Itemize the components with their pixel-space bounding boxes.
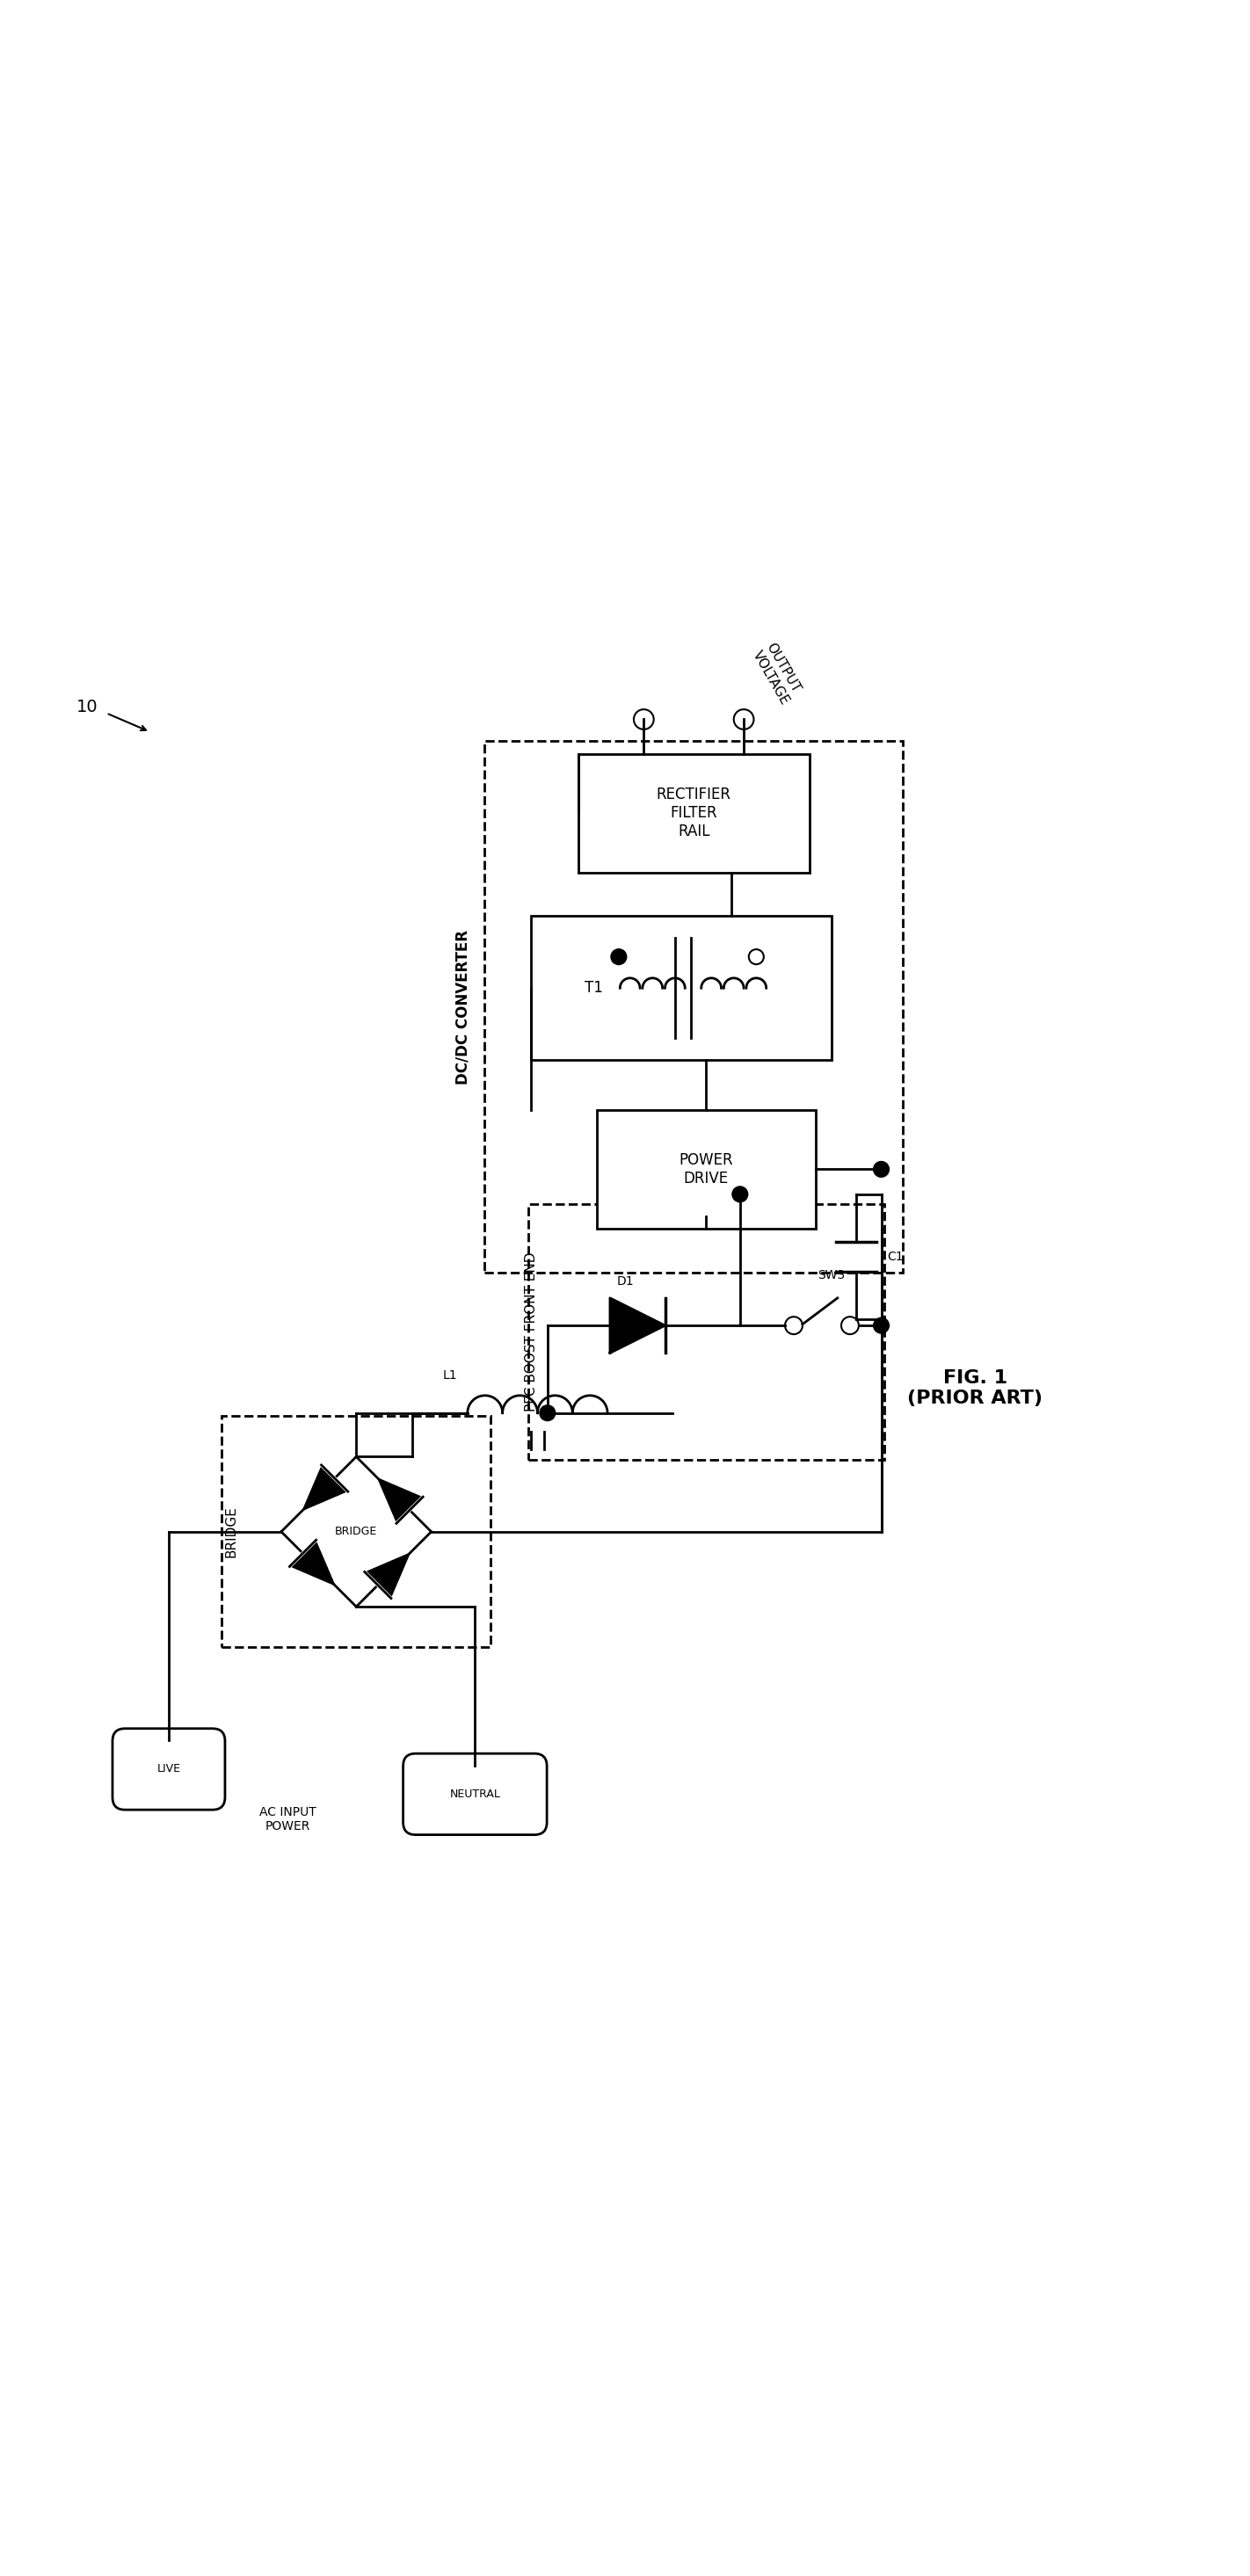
- Text: OUTPUT
VOLTAGE: OUTPUT VOLTAGE: [750, 641, 805, 706]
- FancyBboxPatch shape: [402, 1754, 548, 1834]
- Polygon shape: [610, 1298, 665, 1352]
- Text: RECTIFIER
FILTER
RAIL: RECTIFIER FILTER RAIL: [656, 786, 731, 840]
- Text: AC INPUT
POWER: AC INPUT POWER: [259, 1806, 316, 1832]
- Text: D1: D1: [616, 1275, 634, 1288]
- Text: BRIDGE: BRIDGE: [335, 1525, 377, 1538]
- Circle shape: [874, 1162, 889, 1177]
- Bar: [528, 1203, 885, 1461]
- Bar: [596, 1110, 815, 1229]
- Polygon shape: [377, 1479, 422, 1522]
- Text: POWER
DRIVE: POWER DRIVE: [679, 1151, 734, 1188]
- Text: FIG. 1
(PRIOR ART): FIG. 1 (PRIOR ART): [908, 1368, 1042, 1406]
- Polygon shape: [290, 1540, 335, 1584]
- Polygon shape: [365, 1553, 410, 1597]
- Bar: [579, 755, 810, 873]
- Text: NEUTRAL: NEUTRAL: [450, 1788, 500, 1801]
- Circle shape: [874, 1319, 889, 1332]
- Text: LIVE: LIVE: [158, 1765, 180, 1775]
- Bar: [485, 742, 904, 1273]
- Polygon shape: [302, 1466, 348, 1510]
- Circle shape: [732, 1188, 747, 1203]
- Text: L1: L1: [442, 1370, 458, 1381]
- Text: PFC BOOST FRONT END: PFC BOOST FRONT END: [525, 1252, 538, 1412]
- Text: T1: T1: [585, 979, 602, 997]
- FancyBboxPatch shape: [112, 1728, 225, 1811]
- Text: 10: 10: [76, 698, 99, 716]
- Text: DC/DC CONVERTER: DC/DC CONVERTER: [455, 930, 470, 1084]
- Circle shape: [540, 1406, 555, 1419]
- Circle shape: [611, 951, 626, 963]
- Text: BRIDGE: BRIDGE: [225, 1507, 238, 1558]
- Bar: [222, 1417, 490, 1646]
- Bar: [531, 917, 831, 1059]
- Text: C1: C1: [888, 1249, 904, 1262]
- Text: SW3: SW3: [818, 1270, 845, 1283]
